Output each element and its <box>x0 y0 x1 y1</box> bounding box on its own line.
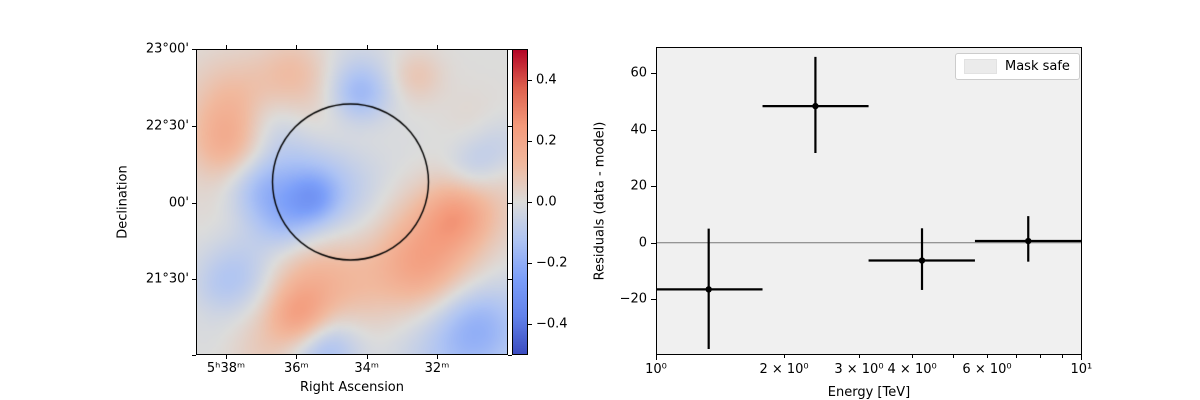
mask-safe-region <box>656 47 1081 355</box>
rp-xtick <box>912 355 914 358</box>
map-ytick-label: 00' <box>168 195 189 211</box>
rp-xtick <box>858 355 860 358</box>
data-point-marker <box>1025 237 1032 245</box>
colorbar-tick-label: 0.2 <box>536 133 557 149</box>
map-xtick-label: 36ᵐ <box>283 361 309 376</box>
map-ytick-label: 21°30' <box>145 271 189 287</box>
legend: Mask safe <box>955 53 1080 80</box>
map-ytick <box>192 125 196 127</box>
map-ytick-right <box>508 49 512 50</box>
map-ytick <box>192 203 196 204</box>
rp-xtick <box>1061 355 1063 358</box>
map-xtick <box>226 355 227 359</box>
colorbar-tick <box>528 202 532 203</box>
rp-ytick <box>651 186 656 188</box>
rp-xtick-label: 4 × 10⁰ <box>887 362 937 377</box>
rp-ytick <box>651 242 656 244</box>
rp-xtick-label: 10¹ <box>1070 362 1093 377</box>
rp-ytick <box>651 299 656 301</box>
map-ytick <box>192 279 196 281</box>
map-xtick-top <box>226 45 227 49</box>
data-point-marker <box>705 286 712 293</box>
rp-xtick-label: 2 × 10⁰ <box>759 362 809 377</box>
map-xtick-top <box>436 45 438 49</box>
map-xtick-top <box>366 45 368 49</box>
map-ytick-label: 23°00' <box>145 41 189 57</box>
map-ytick-right <box>508 125 512 127</box>
map-xlabel: Right Ascension <box>300 380 404 395</box>
map-ytick-right <box>508 355 512 356</box>
rp-ytick <box>651 129 656 131</box>
map-ytick-label: 22°30' <box>145 118 189 134</box>
map-xtick <box>436 355 438 359</box>
energy-xlabel: Energy [TeV] <box>827 385 911 400</box>
colorbar-tick <box>528 324 532 326</box>
rp-xtick <box>953 355 955 358</box>
rp-xtick <box>1081 355 1083 360</box>
rp-xtick <box>656 355 657 360</box>
map-ytick <box>192 355 196 356</box>
residuals-ylabel: Residuals (data - model) <box>592 121 608 281</box>
rp-ytick <box>651 73 656 75</box>
rp-ytick-label: 0 <box>638 235 647 251</box>
map-xtick <box>366 355 368 359</box>
colorbar-tick <box>528 140 532 142</box>
data-point-marker <box>812 102 819 110</box>
map-xtick-top <box>296 45 298 49</box>
colorbar-tick-label: −0.4 <box>536 316 568 332</box>
rp-xtick-label: 10⁰ <box>645 362 667 377</box>
map-ytick-right <box>508 279 512 281</box>
map-xtick-label: 5ʰ38ᵐ <box>206 361 246 376</box>
map-xtick-label: 34ᵐ <box>354 361 380 376</box>
rp-ytick-label: 40 <box>630 122 647 138</box>
map-ytick-right <box>508 203 512 204</box>
colorbar-tick <box>528 263 532 265</box>
rp-xtick-label: 6 × 10⁰ <box>962 362 1012 377</box>
mask-safe-swatch <box>964 59 997 74</box>
map-xtick-label: 32ᵐ <box>424 361 450 376</box>
map-xtick <box>296 355 298 359</box>
colorbar-tick <box>528 79 532 81</box>
map-ytick <box>192 49 196 50</box>
data-point-marker <box>918 257 926 264</box>
rp-ytick-label: 20 <box>630 178 647 194</box>
rp-xtick <box>1015 355 1017 358</box>
colorbar-gradient <box>512 49 528 355</box>
rp-xtick <box>1040 355 1042 358</box>
rp-ytick-label: −20 <box>619 291 647 307</box>
rp-ytick-label: 60 <box>630 65 647 81</box>
rp-xtick <box>987 355 989 358</box>
colorbar-tick-label: 0.4 <box>536 72 557 88</box>
rp-xtick <box>784 355 786 358</box>
legend-label: Mask safe <box>1005 59 1070 74</box>
colorbar-tick-label: 0.0 <box>536 194 557 210</box>
rp-xtick-label: 3 × 10⁰ <box>834 362 884 377</box>
sky-map-image <box>196 49 508 355</box>
colorbar-tick-label: −0.2 <box>536 255 568 271</box>
